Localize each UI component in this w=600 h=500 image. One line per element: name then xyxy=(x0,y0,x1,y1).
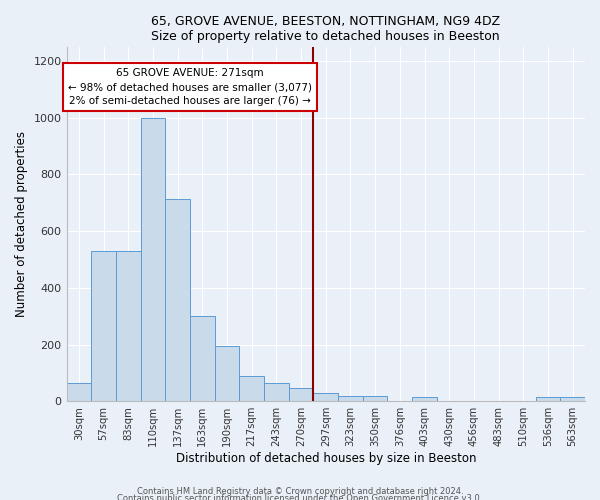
Bar xyxy=(140,118,165,401)
Bar xyxy=(338,396,363,401)
Bar xyxy=(264,383,289,401)
Bar xyxy=(289,388,313,401)
X-axis label: Distribution of detached houses by size in Beeston: Distribution of detached houses by size … xyxy=(176,452,476,465)
Text: Contains public sector information licensed under the Open Government Licence v3: Contains public sector information licen… xyxy=(118,494,482,500)
Bar xyxy=(313,392,338,401)
Bar xyxy=(560,397,585,401)
Bar xyxy=(165,198,190,401)
Bar xyxy=(67,383,91,401)
Y-axis label: Number of detached properties: Number of detached properties xyxy=(15,131,28,317)
Bar xyxy=(536,397,560,401)
Bar xyxy=(239,376,264,401)
Bar xyxy=(215,346,239,401)
Text: Contains HM Land Registry data © Crown copyright and database right 2024.: Contains HM Land Registry data © Crown c… xyxy=(137,487,463,496)
Bar xyxy=(116,251,140,401)
Bar xyxy=(363,396,388,401)
Text: 65 GROVE AVENUE: 271sqm
← 98% of detached houses are smaller (3,077)
2% of semi-: 65 GROVE AVENUE: 271sqm ← 98% of detache… xyxy=(68,68,312,106)
Bar xyxy=(91,251,116,401)
Bar xyxy=(190,316,215,401)
Bar xyxy=(412,397,437,401)
Title: 65, GROVE AVENUE, BEESTON, NOTTINGHAM, NG9 4DZ
Size of property relative to deta: 65, GROVE AVENUE, BEESTON, NOTTINGHAM, N… xyxy=(151,15,500,43)
